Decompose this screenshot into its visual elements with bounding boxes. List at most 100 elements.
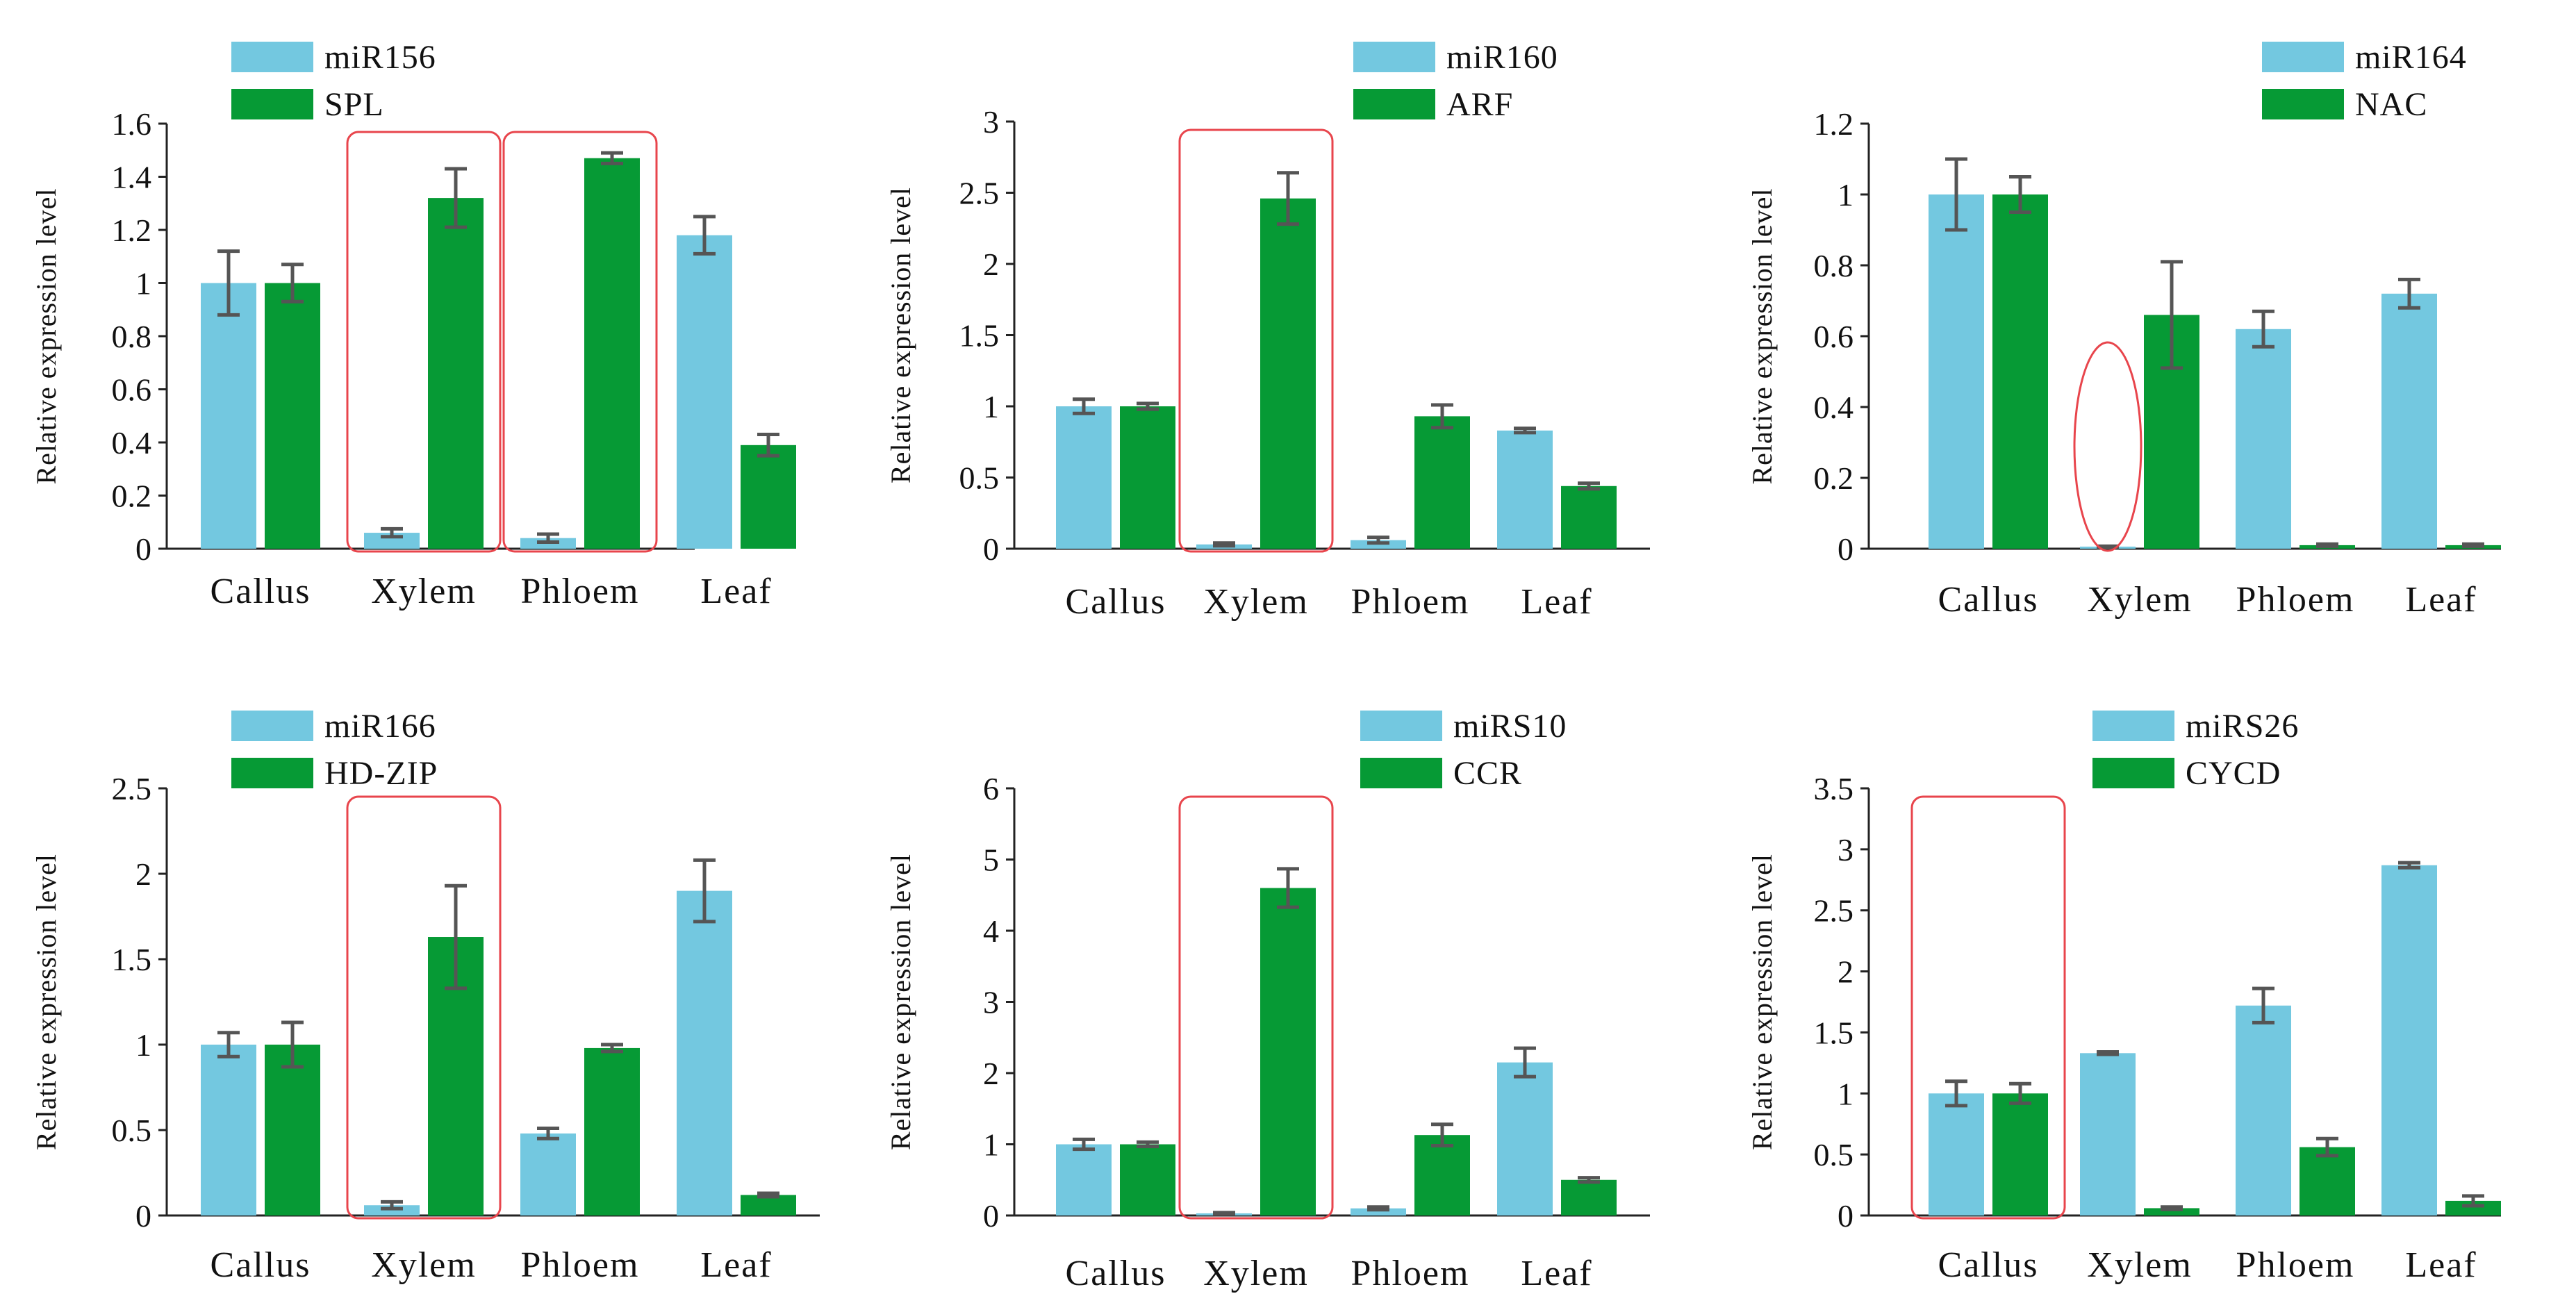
highlight-box <box>346 131 502 553</box>
y-tick-label: 0.6 <box>112 372 152 408</box>
bar-mir166-callus <box>201 1045 256 1215</box>
category-label: Xylem <box>371 1245 477 1285</box>
y-tick-label: 1 <box>135 266 151 301</box>
bar-ccr-leaf <box>1561 1179 1617 1215</box>
y-tick-label: 3 <box>983 985 999 1020</box>
y-tick-label: 6 <box>983 771 999 806</box>
y-tick-label: 0.8 <box>112 319 152 354</box>
legend-swatch <box>1353 89 1435 119</box>
legend-swatch <box>2262 42 2344 72</box>
bar-mir164-phloem <box>2236 329 2291 549</box>
legend-label: miR166 <box>324 708 436 745</box>
y-tick-label: 1 <box>983 1127 999 1163</box>
bar-hd-zip-callus <box>265 1045 320 1215</box>
category-label: Callus <box>210 572 311 611</box>
y-tick-label: 1 <box>1838 1076 1853 1111</box>
bar-spl-xylem <box>428 198 484 549</box>
legend-swatch <box>231 89 313 119</box>
bar-cycd-leaf <box>2445 1200 2501 1215</box>
bar-mir156-callus <box>201 283 256 549</box>
y-tick-label: 5 <box>983 843 999 878</box>
y-tick-label: 4 <box>983 913 999 949</box>
chart-panel-p6: 0 0.5 1 1.5 2 2.5 3 3.5 Relative expression leve… <box>1747 708 2501 1285</box>
category-label: Phloem <box>521 1245 640 1285</box>
chart-panel-p1: 0 0.2 0.4 0.6 0.8 1 1.2 1.4 1.6 Relative expressi… <box>31 39 796 611</box>
y-tick-label: 0.8 <box>1814 248 1854 283</box>
legend-swatch <box>231 42 313 72</box>
highlight-box <box>1910 795 2066 1220</box>
legend-label: miR160 <box>1446 39 1558 76</box>
y-tick-label: 0.6 <box>1814 319 1854 354</box>
category-label: Callus <box>1938 1245 2039 1285</box>
legend-label: miRS26 <box>2186 708 2299 745</box>
bar-cycd-xylem <box>2144 1208 2199 1215</box>
y-tick-label: 3 <box>1838 832 1853 868</box>
bar-spl-callus <box>265 283 320 549</box>
y-tick-label: 2.5 <box>959 176 1000 211</box>
bar-mir164-callus <box>1929 194 1984 549</box>
category-label: Xylem <box>2087 580 2193 620</box>
y-tick-label: 0.5 <box>1814 1137 1854 1172</box>
highlight-box <box>1178 795 1334 1220</box>
y-tick-label: 1 <box>1838 177 1853 213</box>
category-label: Callus <box>210 1245 311 1285</box>
category-label: Leaf <box>1521 1254 1592 1293</box>
y-tick-label: 0 <box>983 531 999 567</box>
bar-mirs10-phloem <box>1351 1208 1406 1215</box>
category-label: Callus <box>1066 1254 1166 1293</box>
bar-mirs26-phloem <box>2236 1005 2291 1215</box>
legend-swatch <box>2262 89 2344 119</box>
y-tick-label: 0.5 <box>959 460 1000 496</box>
y-tick-label: 0 <box>1838 1198 1853 1234</box>
y-tick-label: 0.2 <box>112 479 152 514</box>
y-tick-label: 0 <box>135 531 151 567</box>
bar-arf-xylem <box>1260 198 1316 549</box>
chart-panel-p3: 0 0.2 0.4 0.6 0.8 1 1.2 Relative expression lev… <box>1747 39 2501 620</box>
category-label: Leaf <box>700 1245 772 1285</box>
bar-cycd-phloem <box>2300 1147 2355 1215</box>
bar-mir156-leaf <box>677 235 732 549</box>
bar-mir164-leaf <box>2381 293 2437 549</box>
y-tick-label: 2.5 <box>1814 893 1854 929</box>
legend-swatch <box>1353 42 1435 72</box>
y-tick-label: 1.2 <box>112 213 152 248</box>
highlight-box <box>1178 128 1334 553</box>
y-tick-label: 1.6 <box>112 106 152 142</box>
highlight-ellipse <box>2073 341 2142 552</box>
y-tick-label: 2 <box>983 1056 999 1091</box>
y-tick-label: 1 <box>135 1027 151 1063</box>
legend-swatch <box>2092 758 2174 788</box>
y-axis-title: Relative expression level <box>31 188 62 484</box>
y-tick-label: 0.4 <box>1814 390 1854 425</box>
y-tick-label: 1.2 <box>1814 106 1854 142</box>
category-label: Phloem <box>1351 1254 1470 1293</box>
legend-swatch <box>1360 758 1442 788</box>
legend-swatch <box>2092 711 2174 741</box>
bar-spl-phloem <box>584 158 640 549</box>
y-tick-label: 2 <box>135 856 151 892</box>
y-axis-title: Relative expression level <box>885 854 916 1150</box>
y-tick-label: 0.5 <box>112 1113 152 1148</box>
y-tick-label: 2 <box>983 247 999 282</box>
bar-arf-phloem <box>1414 416 1470 549</box>
legend-label: miRS10 <box>1453 708 1567 745</box>
category-label: Callus <box>1938 580 2039 620</box>
legend-label: miR164 <box>2355 39 2467 76</box>
legend-swatch <box>231 711 313 741</box>
category-label: Leaf <box>2405 580 2477 620</box>
y-axis-title: Relative expression level <box>885 187 916 483</box>
bar-hd-zip-phloem <box>584 1047 640 1215</box>
bar-mir166-phloem <box>520 1133 576 1215</box>
bar-mir160-leaf <box>1497 430 1553 549</box>
highlight-box <box>346 795 502 1220</box>
legend-label: ARF <box>1446 86 1513 123</box>
category-label: Xylem <box>1203 582 1309 622</box>
y-tick-label: 0 <box>983 1198 999 1234</box>
category-label: Leaf <box>1521 582 1592 622</box>
bar-mirs26-callus <box>1929 1093 1984 1215</box>
legend-label: NAC <box>2355 86 2427 123</box>
y-tick-label: 0.4 <box>112 425 152 460</box>
bar-mir166-leaf <box>677 890 732 1215</box>
bar-arf-leaf <box>1561 485 1617 549</box>
y-tick-label: 3.5 <box>1814 771 1854 806</box>
